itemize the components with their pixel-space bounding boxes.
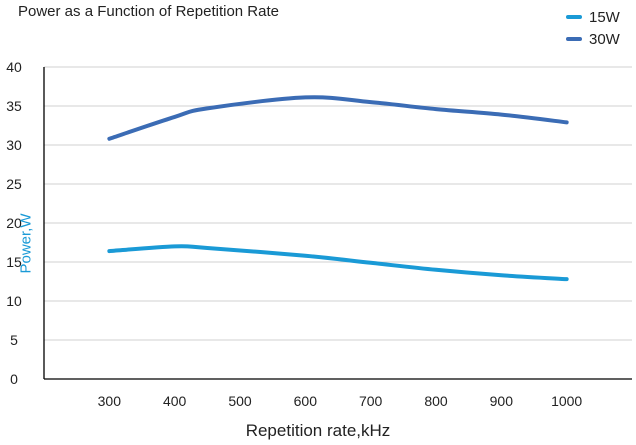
legend: 15W 30W — [566, 6, 620, 50]
legend-swatch-30w — [566, 37, 582, 41]
chart-title: Power as a Function of Repetition Rate — [18, 3, 279, 20]
y-tick-label: 0 — [10, 371, 18, 387]
x-tick-label: 1000 — [551, 393, 582, 409]
y-tick-label: 15 — [6, 254, 22, 270]
x-tick-label: 900 — [490, 393, 514, 409]
legend-label-30w: 30W — [589, 30, 620, 48]
x-tick-label: 800 — [424, 393, 448, 409]
legend-item-15w: 15W — [566, 6, 620, 28]
x-tick-label: 500 — [228, 393, 252, 409]
y-tick-label: 35 — [6, 98, 22, 114]
legend-item-30w: 30W — [566, 28, 620, 50]
y-tick-label: 5 — [10, 332, 18, 348]
x-tick-label: 300 — [98, 393, 122, 409]
y-tick-label: 30 — [6, 137, 22, 153]
x-tick-label: 600 — [294, 393, 318, 409]
x-tick-label: 700 — [359, 393, 383, 409]
y-tick-label: 40 — [6, 59, 22, 75]
y-axis-label: Power,W — [17, 213, 35, 274]
series-line-30w — [107, 95, 569, 141]
x-tick-label: 400 — [163, 393, 187, 409]
y-tick-label: 10 — [6, 293, 22, 309]
legend-label-15w: 15W — [589, 8, 620, 26]
series-line-15w — [107, 244, 569, 282]
y-tick-label: 25 — [6, 176, 22, 192]
x-axis-label: Repetition rate,kHz — [245, 421, 391, 440]
y-tick-label: 20 — [6, 215, 22, 231]
legend-swatch-15w — [566, 15, 582, 19]
